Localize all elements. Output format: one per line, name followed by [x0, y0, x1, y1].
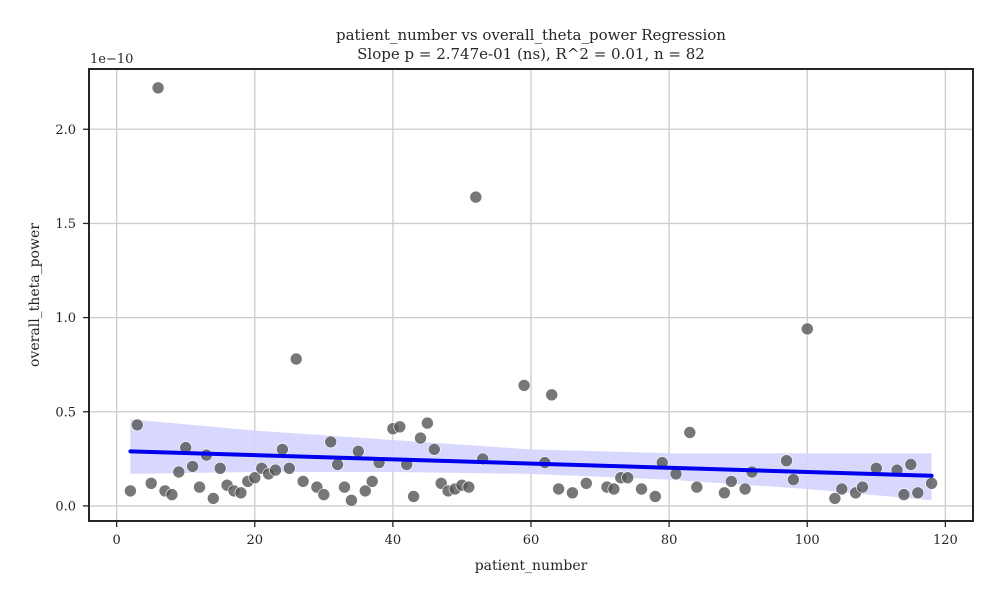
data-point	[566, 486, 579, 500]
data-point	[331, 458, 344, 471]
data-point	[248, 471, 262, 485]
data-point	[635, 482, 648, 496]
grid-lines	[89, 69, 973, 521]
data-point	[414, 431, 427, 445]
data-point	[718, 486, 731, 500]
data-point	[552, 482, 565, 496]
data-point	[172, 465, 186, 479]
data-point	[324, 435, 338, 449]
x-tick-label: 80	[661, 533, 678, 548]
x-axis-label: patient_number	[475, 558, 588, 574]
data-point	[690, 480, 704, 494]
y-axis-ticks: 0.0 0.5 1.0 1.5 2.0	[55, 123, 89, 514]
data-point	[289, 352, 303, 366]
data-point	[207, 492, 220, 505]
data-point	[607, 482, 621, 496]
data-point	[276, 443, 289, 456]
data-point	[407, 490, 420, 503]
x-tick-label: 100	[795, 533, 820, 548]
x-tick-label: 0	[112, 533, 120, 548]
data-point	[296, 475, 310, 488]
data-point	[911, 486, 925, 500]
data-point	[144, 476, 158, 490]
data-point	[621, 471, 635, 485]
data-point	[213, 461, 227, 475]
data-point	[165, 488, 179, 501]
data-point	[131, 418, 144, 432]
y-tick-label: 0.5	[55, 405, 76, 420]
x-tick-label: 40	[385, 533, 402, 548]
data-point	[193, 480, 206, 494]
data-point	[780, 454, 793, 468]
data-point	[469, 190, 483, 204]
data-point	[835, 482, 849, 496]
data-point	[427, 443, 441, 456]
regression-line-group	[128, 449, 934, 478]
data-point	[897, 488, 911, 501]
x-axis-ticks: 0 20 40 60 80 100 120	[112, 521, 958, 548]
data-point	[828, 492, 842, 505]
data-point	[186, 460, 199, 473]
data-point	[579, 476, 593, 490]
y-axis-label: overall_theta_power	[27, 223, 43, 367]
data-point	[738, 482, 752, 496]
data-point	[358, 484, 372, 498]
data-point	[421, 416, 434, 430]
y-tick-label: 1.5	[55, 217, 76, 232]
scatter-points	[124, 81, 938, 507]
data-point	[545, 388, 559, 402]
data-point	[393, 420, 407, 434]
data-point	[269, 463, 282, 477]
y-tick-label: 2.0	[55, 123, 76, 138]
data-point	[904, 458, 918, 471]
data-point	[234, 486, 248, 500]
y-offset-label: 1e−10	[90, 52, 133, 67]
data-point	[925, 476, 938, 490]
data-point	[517, 379, 531, 392]
data-point	[462, 480, 476, 494]
chart-title: patient_number vs overall_theta_power Re…	[336, 26, 726, 44]
y-tick-label: 0.0	[55, 499, 76, 514]
chart-subtitle: Slope p = 2.747e-01 (ns), R^2 = 0.01, n …	[357, 45, 705, 63]
x-tick-label: 60	[523, 533, 540, 548]
data-point	[151, 81, 165, 95]
data-point	[338, 480, 351, 494]
data-point	[351, 444, 365, 458]
data-point	[683, 426, 697, 439]
data-point	[124, 484, 137, 498]
y-tick-label: 1.0	[55, 311, 76, 326]
data-point	[648, 490, 662, 503]
data-point	[317, 488, 331, 501]
data-point	[724, 475, 738, 488]
x-tick-label: 20	[246, 533, 263, 548]
data-point	[282, 461, 296, 475]
data-point	[787, 473, 800, 486]
x-tick-label: 120	[933, 533, 958, 548]
data-point	[800, 322, 814, 336]
regression-line	[128, 449, 934, 478]
data-point	[345, 493, 358, 507]
data-point	[856, 480, 869, 494]
data-point	[365, 475, 379, 488]
